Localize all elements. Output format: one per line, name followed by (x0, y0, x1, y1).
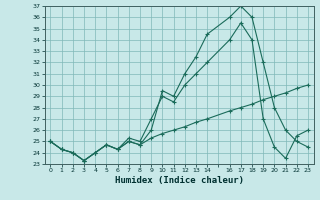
X-axis label: Humidex (Indice chaleur): Humidex (Indice chaleur) (115, 176, 244, 185)
